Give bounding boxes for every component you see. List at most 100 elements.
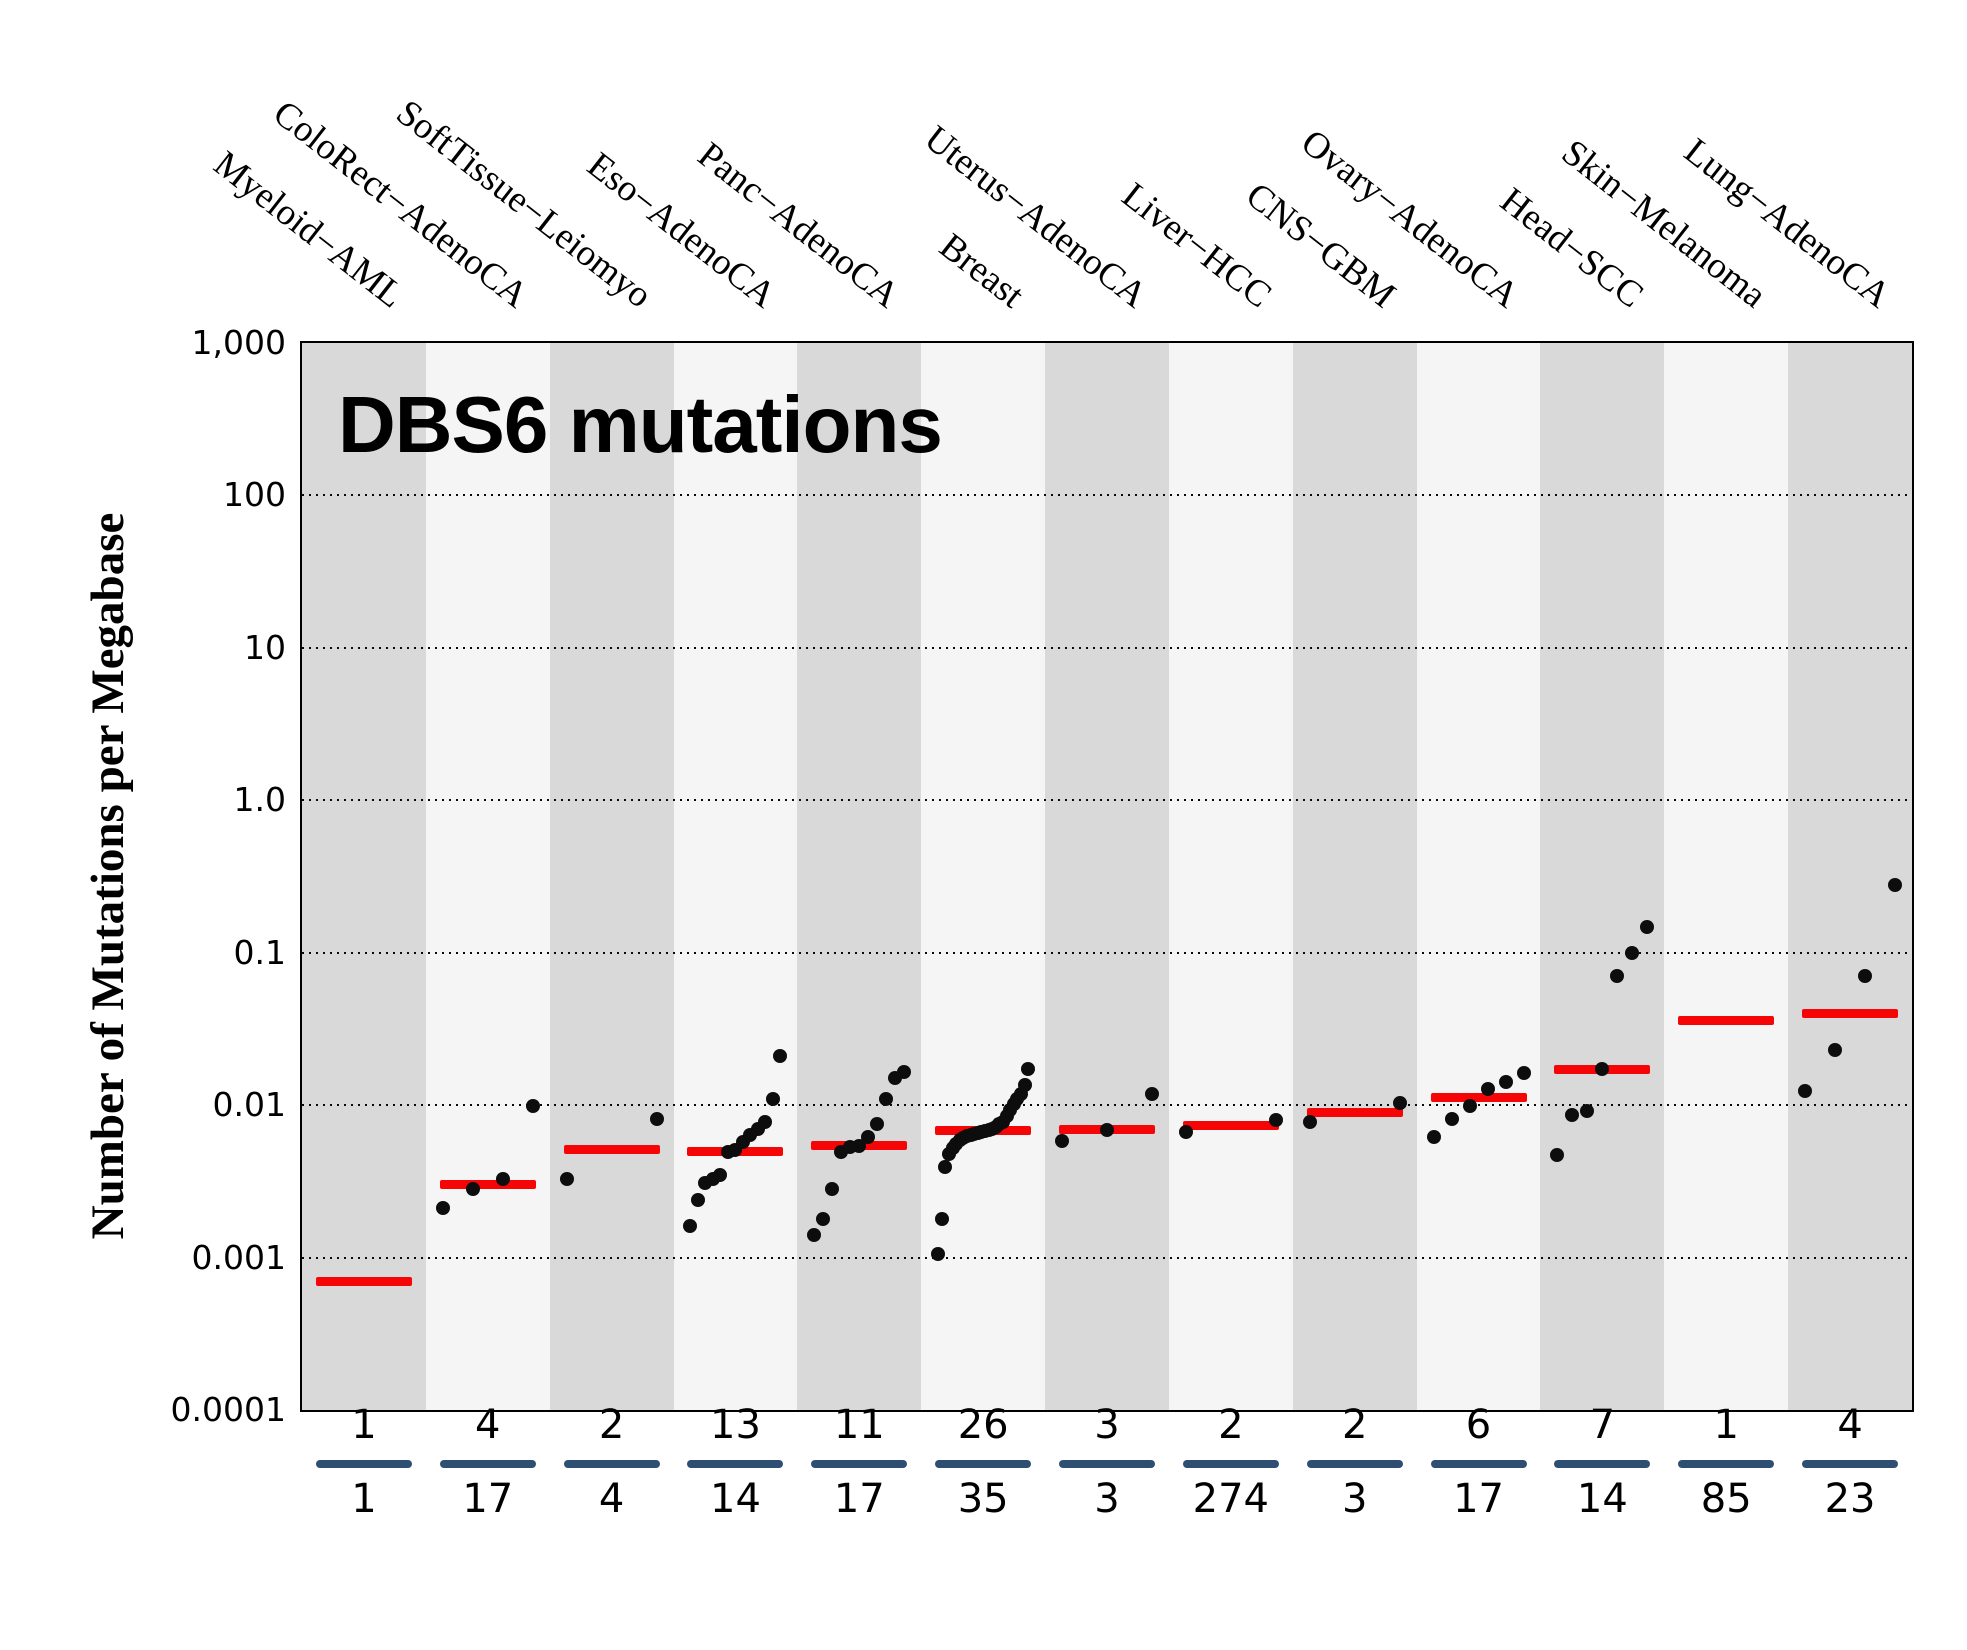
numerator-count: 3 <box>1094 1402 1120 1448</box>
median-line <box>1306 1107 1403 1117</box>
sample-dot <box>1021 1062 1036 1077</box>
sample-dot <box>1100 1122 1114 1137</box>
column-band <box>302 343 427 1410</box>
median-line <box>1678 1015 1775 1025</box>
fraction-bar <box>1182 1460 1279 1468</box>
sample-dot <box>1640 919 1655 934</box>
sample-dot <box>1498 1075 1513 1090</box>
denominator-count: 85 <box>1700 1476 1752 1522</box>
denominator-count: 1 <box>351 1476 377 1522</box>
chart-title: DBS6 mutations <box>338 380 943 469</box>
sample-dot <box>1625 946 1640 961</box>
y-tick-label: 0.0001 <box>170 1390 286 1429</box>
fraction-bar <box>1430 1460 1527 1468</box>
fraction-bar <box>563 1460 660 1468</box>
denominator-count: 35 <box>957 1476 1009 1522</box>
sample-dot <box>816 1211 831 1226</box>
plot-area: DBS6 mutations <box>300 341 1914 1412</box>
denominator-count: 3 <box>1341 1476 1368 1522</box>
numerator-count: 2 <box>598 1402 625 1448</box>
sample-dot <box>897 1064 912 1079</box>
fraction-bar <box>1802 1460 1899 1468</box>
numerator-count: 1 <box>1713 1402 1739 1448</box>
fraction-bar <box>687 1460 784 1468</box>
denominator-count: 17 <box>462 1476 514 1522</box>
y-tick-label: 1,000 <box>191 323 286 362</box>
fraction-bar <box>1678 1460 1775 1468</box>
sample-dot <box>1565 1108 1580 1123</box>
sample-dot <box>1392 1096 1407 1111</box>
fraction-bar <box>439 1460 536 1468</box>
column-band <box>1292 343 1418 1410</box>
numerator-count: 4 <box>475 1402 501 1448</box>
median-line <box>1182 1121 1279 1131</box>
category-label: Skin−Melanoma <box>1554 131 1775 317</box>
sample-dot <box>683 1219 698 1234</box>
sample-dot <box>870 1117 885 1132</box>
sample-dot <box>1828 1043 1843 1058</box>
sample-dot <box>1610 969 1625 984</box>
sample-dot <box>765 1091 780 1106</box>
y-axis-title: Number of Mutations per Megabase <box>82 512 134 1240</box>
gridline <box>302 799 1912 802</box>
fraction-bar <box>315 1460 412 1468</box>
y-tick-label: 100 <box>223 475 286 515</box>
sample-dot <box>1580 1104 1595 1119</box>
column-band <box>797 343 922 1410</box>
sample-dot <box>825 1182 840 1197</box>
column-band <box>549 343 675 1410</box>
sample-dot <box>1462 1098 1477 1113</box>
sample-dot <box>861 1129 876 1144</box>
category-label: Breast <box>931 225 1031 317</box>
category-label: Lung−AdenoCA <box>1676 130 1898 317</box>
gridline <box>302 494 1912 497</box>
sample-dot <box>435 1201 450 1216</box>
sample-dot <box>559 1171 574 1186</box>
sample-dot <box>1858 969 1873 984</box>
category-label: Uterus−AdenoCA <box>917 117 1155 317</box>
y-tick-label: 0.001 <box>191 1237 286 1277</box>
sample-dot <box>879 1091 894 1106</box>
sample-dot <box>1798 1083 1813 1098</box>
sample-dot <box>713 1167 728 1182</box>
sample-dot <box>773 1049 788 1064</box>
fraction-bar <box>1306 1460 1403 1468</box>
sample-dot <box>649 1112 664 1127</box>
numerator-count: 2 <box>1218 1402 1244 1448</box>
numerator-count: 4 <box>1837 1402 1863 1448</box>
sample-dot <box>758 1115 773 1130</box>
fraction-bar <box>935 1460 1032 1468</box>
column-band <box>1788 343 1913 1410</box>
numerator-count: 11 <box>833 1402 885 1448</box>
sample-dot <box>807 1228 822 1243</box>
numerator-count: 6 <box>1465 1402 1492 1448</box>
sample-dot <box>525 1098 540 1113</box>
sample-dot <box>1302 1114 1317 1129</box>
numerator-count: 1 <box>351 1402 377 1448</box>
sample-dot <box>938 1160 953 1175</box>
sample-dot <box>1516 1065 1531 1080</box>
y-tick-label: 10 <box>244 627 286 667</box>
sample-dot <box>1426 1129 1441 1144</box>
sample-dot <box>1268 1112 1283 1127</box>
sample-dot <box>1480 1082 1495 1097</box>
median-line <box>563 1145 660 1155</box>
numerator-count: 26 <box>957 1402 1009 1448</box>
denominator-count: 17 <box>833 1476 885 1522</box>
column-band <box>1416 343 1541 1410</box>
median-line <box>315 1276 412 1286</box>
column-band <box>673 343 798 1410</box>
denominator-count: 4 <box>598 1476 625 1522</box>
denominator-count: 274 <box>1192 1476 1270 1522</box>
column-band <box>425 343 551 1410</box>
sample-dot <box>465 1182 480 1197</box>
gridline <box>302 951 1912 954</box>
numerator-count: 2 <box>1341 1402 1368 1448</box>
y-tick-label: 0.01 <box>212 1085 286 1125</box>
column-band <box>1540 343 1665 1410</box>
column-band <box>921 343 1046 1410</box>
gridline <box>302 1104 1912 1107</box>
column-band <box>1664 343 1789 1410</box>
sample-dot <box>1595 1062 1610 1077</box>
